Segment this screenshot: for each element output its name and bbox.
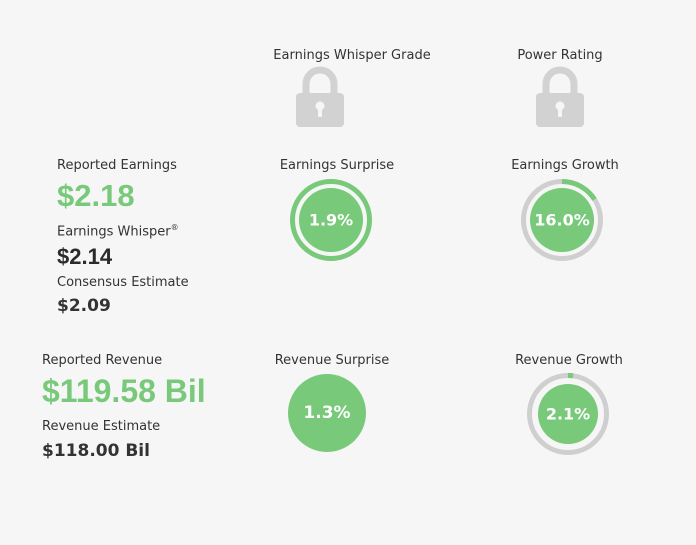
earnings-growth-arc — [521, 179, 603, 261]
revenue-surprise-value: 1.3% — [303, 403, 351, 423]
earnings-surprise-value: 1.9% — [308, 210, 354, 230]
reported-revenue-label: Reported Revenue — [42, 353, 163, 368]
earnings-whisper-value: $2.14 — [57, 244, 113, 269]
earnings-surprise-ring: 1.9% — [289, 178, 373, 262]
whisper-grade-label: Earnings Whisper Grade — [273, 48, 431, 63]
earnings-growth-label: Earnings Growth — [511, 158, 619, 173]
earnings-surprise-label: Earnings Surprise — [279, 158, 395, 173]
revenue-growth-label: Revenue Growth — [515, 353, 623, 368]
consensus-estimate-value: $2.09 — [57, 296, 111, 316]
revenue-growth-ring: 2.1% — [526, 372, 610, 456]
revenue-growth-arc — [527, 373, 609, 455]
revenue-estimate-label: Revenue Estimate — [42, 419, 161, 434]
earnings-whisper-label: Earnings Whisper® — [57, 223, 179, 240]
earnings-growth-value: 16.0% — [534, 210, 590, 230]
revenue-growth-value: 2.1% — [545, 404, 591, 424]
reported-earnings-label: Reported Earnings — [57, 158, 177, 173]
earnings-growth-ring: 16.0% — [520, 178, 604, 262]
revenue-surprise-label: Revenue Surprise — [274, 353, 390, 368]
revenue-estimate-value: $118.00 Bil — [42, 441, 150, 461]
power-rating-label: Power Rating — [517, 48, 603, 63]
reported-earnings-value: $2.18 — [57, 178, 135, 213]
reported-revenue-value: $119.58 Bil — [42, 373, 206, 409]
consensus-estimate-label: Consensus Estimate — [57, 275, 189, 290]
revenue-surprise-ring: 1.3% — [287, 373, 367, 453]
lock-icon — [294, 66, 346, 128]
lock-icon — [534, 66, 586, 128]
